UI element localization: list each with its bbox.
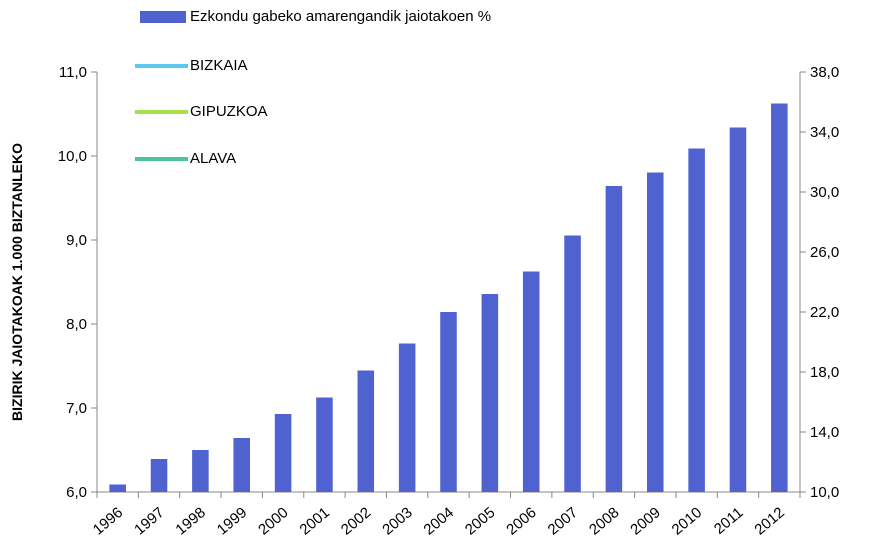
bar	[150, 459, 168, 492]
bar	[564, 235, 581, 492]
x-tick-label: 1998	[172, 504, 208, 538]
y2-tick-label: 26,0	[810, 244, 839, 261]
x-tick-label: 2007	[545, 504, 581, 538]
x-tick-label: 2009	[627, 504, 663, 538]
bar	[646, 172, 664, 492]
x-tick-label: 2004	[421, 504, 457, 538]
bar	[233, 438, 251, 492]
bar	[688, 148, 705, 492]
x-tick-label: 1997	[131, 504, 167, 538]
bar	[274, 414, 292, 492]
y-tick-label: 6,0	[66, 484, 87, 501]
y-tick-label: 10,0	[58, 148, 87, 165]
legend-label: ALAVA	[190, 150, 237, 167]
x-tick-label: 2001	[297, 504, 333, 538]
x-tick-label: 1999	[214, 504, 250, 538]
x-tick-label: 2000	[255, 504, 291, 538]
bar	[357, 370, 375, 492]
legend-label: GIPUZKOA	[190, 103, 268, 120]
bar	[605, 186, 623, 492]
y-tick-label: 7,0	[66, 400, 87, 417]
x-tick-label: 2012	[751, 504, 787, 538]
x-tick-label: 2010	[669, 504, 705, 538]
x-tick-label: 1996	[90, 504, 126, 538]
legend-label: BIZKAIA	[190, 57, 248, 74]
y2-tick-label: 18,0	[810, 364, 839, 381]
bar	[771, 103, 788, 492]
bar	[729, 127, 747, 492]
legend-label: Ezkondu gabeko amarengandik jaiotakoen %	[190, 8, 492, 25]
bar	[192, 450, 209, 492]
y2-tick-label: 30,0	[810, 184, 839, 201]
y2-tick-label: 22,0	[810, 304, 839, 321]
y-tick-label: 8,0	[66, 316, 87, 333]
legend-swatch	[140, 11, 186, 23]
x-tick-label: 2008	[586, 504, 622, 538]
x-tick-label: 2005	[462, 504, 498, 538]
x-tick-label: 2011	[711, 504, 747, 538]
y-axis-label: BIZIRIK JAIOTAKOAK 1.000 BIZTANLEKO	[9, 143, 25, 421]
y-tick-label: 11,0	[59, 64, 87, 81]
y2-tick-label: 34,0	[810, 124, 839, 141]
y-tick-label: 9,0	[66, 232, 87, 249]
bar	[440, 312, 457, 492]
x-tick-label: 2006	[503, 504, 539, 538]
y2-tick-label: 14,0	[810, 424, 839, 441]
y2-tick-label: 10,0	[810, 484, 839, 501]
bar	[522, 271, 540, 492]
x-tick-label: 2003	[379, 504, 415, 538]
bar	[481, 294, 499, 492]
bar	[316, 397, 333, 492]
bar	[109, 484, 126, 492]
x-tick-label: 2002	[338, 504, 374, 538]
bar	[398, 343, 416, 492]
y2-tick-label: 38,0	[810, 64, 839, 81]
